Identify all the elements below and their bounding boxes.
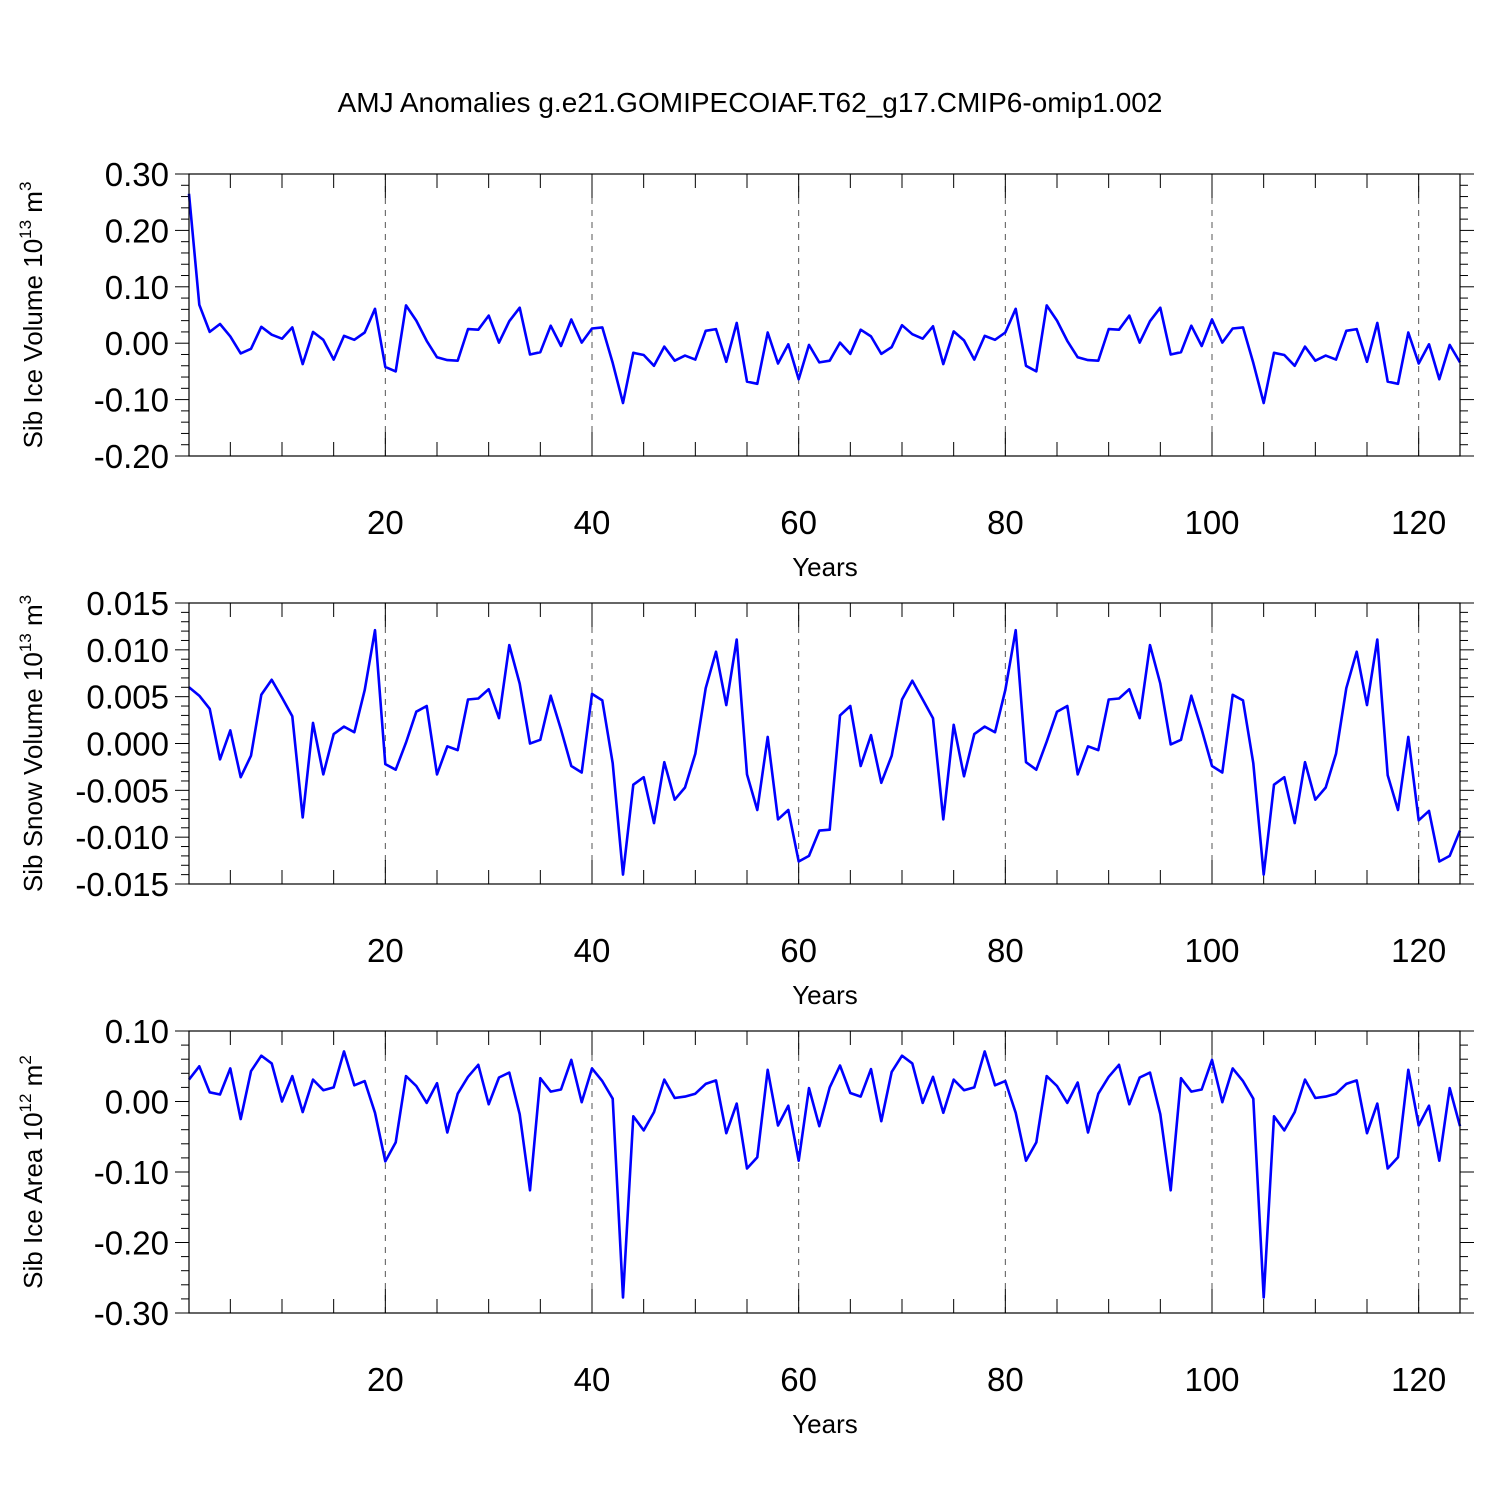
y-tick-label: -0.010 xyxy=(75,819,169,856)
plot-frame xyxy=(188,173,1461,457)
y-axis-label-unit: m xyxy=(18,604,48,633)
x-axis-label: Years xyxy=(792,552,858,582)
plot-frame xyxy=(188,1030,1461,1314)
y-axis-label-unit-exponent: 3 xyxy=(16,182,35,191)
y-tick-label: 0.010 xyxy=(86,632,169,669)
y-tick-label: 0.000 xyxy=(86,726,169,763)
x-tick-label: 60 xyxy=(780,1361,817,1398)
x-tick-label: 20 xyxy=(367,504,404,541)
x-axis-label: Years xyxy=(792,980,858,1010)
x-tick-label: 20 xyxy=(367,932,404,969)
x-tick-label: 120 xyxy=(1391,932,1446,969)
x-tick-label: 60 xyxy=(780,504,817,541)
y-tick-label: -0.10 xyxy=(94,382,169,419)
y-tick-label: -0.20 xyxy=(94,438,169,475)
y-tick-label: 0.20 xyxy=(105,212,169,249)
y-axis-label-unit-exponent: 2 xyxy=(16,1055,35,1064)
y-axis-label: Sib Ice Area 1012 m2 xyxy=(16,1055,48,1289)
y-tick-label: -0.005 xyxy=(75,772,169,809)
y-tick-label: 0.10 xyxy=(105,1013,169,1050)
x-tick-label: 120 xyxy=(1391,504,1446,541)
x-tick-label: 80 xyxy=(987,504,1024,541)
y-axis-label-exponent: 13 xyxy=(16,633,35,652)
x-tick-label: 40 xyxy=(574,504,611,541)
x-tick-label: 60 xyxy=(780,932,817,969)
y-axis-label: Sib Snow Volume 1013 m3 xyxy=(16,595,48,892)
y-tick-label: 0.00 xyxy=(105,325,169,362)
y-tick-label: -0.30 xyxy=(94,1295,169,1332)
y-tick-label: 0.30 xyxy=(105,156,169,193)
y-axis-label: Sib Ice Volume 1013 m3 xyxy=(16,182,48,449)
y-axis-label-main: Sib Ice Area 10 xyxy=(18,1112,48,1288)
x-tick-label: 80 xyxy=(987,932,1024,969)
x-tick-label: 100 xyxy=(1184,932,1239,969)
figure-title: AMJ Anomalies g.e21.GOMIPECOIAF.T62_g17.… xyxy=(338,87,1163,118)
x-tick-label: 40 xyxy=(574,932,611,969)
series-line xyxy=(187,1050,1462,1299)
plot-frame xyxy=(188,602,1461,885)
y-tick-label: -0.015 xyxy=(75,866,169,903)
y-tick-label: -0.10 xyxy=(94,1154,169,1191)
series-line xyxy=(188,628,1462,876)
x-tick-label: 100 xyxy=(1184,504,1239,541)
y-axis-label-main: Sib Ice Volume 10 xyxy=(18,239,48,449)
y-tick-label: -0.20 xyxy=(94,1225,169,1262)
y-axis-label-exponent: 13 xyxy=(16,220,35,239)
x-tick-label: 120 xyxy=(1391,1361,1446,1398)
x-tick-label: 100 xyxy=(1184,1361,1239,1398)
y-axis-label-unit: m xyxy=(18,1065,48,1094)
chart-panel: -0.015 -0.010 -0.005 0.000 0.005 0.010 0.015 20… xyxy=(16,585,1474,1010)
y-tick-label: 0.10 xyxy=(105,269,169,306)
y-axis-label-exponent: 12 xyxy=(16,1094,35,1113)
y-tick-label: 0.015 xyxy=(86,585,169,622)
y-axis-label-unit: m xyxy=(18,191,48,220)
y-axis-label-unit-exponent: 3 xyxy=(16,595,35,604)
x-axis-label: Years xyxy=(792,1409,858,1439)
x-tick-label: 40 xyxy=(574,1361,611,1398)
y-tick-label: 0.00 xyxy=(105,1084,169,1121)
y-axis-label-main: Sib Snow Volume 10 xyxy=(18,652,48,892)
series-line xyxy=(187,193,1462,405)
chart-panel: -0.20 -0.10 0.00 0.10 0.20 0.30 20 40 60 80 100 120… xyxy=(16,156,1474,582)
chart-panel: -0.30 -0.20 -0.10 0.00 0.10 20 40 60 80 100 120 Yea… xyxy=(16,1013,1474,1439)
y-tick-label: 0.005 xyxy=(86,679,169,716)
x-tick-label: 80 xyxy=(987,1361,1024,1398)
x-tick-label: 20 xyxy=(367,1361,404,1398)
